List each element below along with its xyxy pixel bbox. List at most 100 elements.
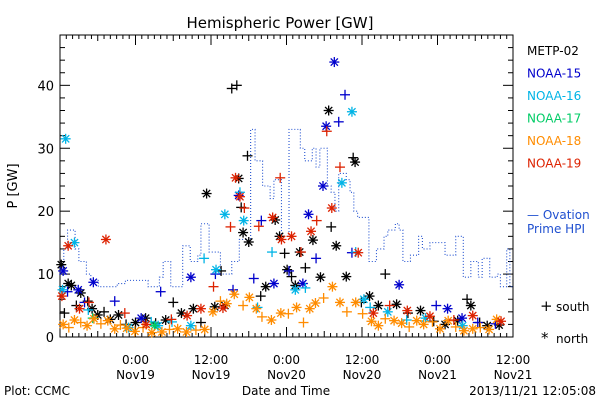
marker-stroke (137, 314, 146, 323)
marker-stroke (419, 320, 428, 329)
noaa-19-south-point (321, 126, 332, 137)
x-axis-label: Date and Time (242, 384, 330, 398)
noaa-18-south-point (357, 308, 368, 319)
noaa-18-north-point (411, 315, 422, 326)
noaa-15-north-point (442, 303, 453, 314)
legend-entry-metp-02: METP-02 (527, 44, 579, 58)
metp-02-north-point (323, 105, 334, 116)
marker-stroke (322, 122, 331, 131)
x-tick-date-label: Nov20 (267, 368, 306, 382)
noaa-15-north-point (317, 181, 328, 191)
marker-stroke (101, 235, 110, 244)
noaa-18-south-point (404, 321, 415, 332)
chart-title: Hemispheric Power [GW] (187, 14, 374, 32)
noaa-16-north-point (382, 306, 393, 317)
noaa-18-north-point (229, 289, 240, 300)
marker-stroke (64, 241, 73, 250)
noaa-18-north-point (396, 318, 407, 329)
noaa-18-north-point (156, 326, 167, 337)
noaa-16-south-point (401, 315, 412, 326)
noaa-19-north-point (141, 319, 152, 330)
noaa-19-north-point (234, 191, 245, 202)
noaa-15-south-point (248, 273, 259, 284)
noaa-18-north-point (373, 320, 384, 331)
marker-stroke (412, 316, 421, 325)
marker-stroke (208, 307, 217, 316)
noaa-18-north-point (458, 325, 469, 336)
noaa-18-south-point (63, 322, 74, 333)
marker-stroke (444, 316, 453, 325)
noaa-19-south-point (334, 162, 345, 173)
marker-stroke (245, 293, 254, 302)
metp-02-north-point (373, 300, 384, 311)
marker-stroke (435, 324, 445, 333)
marker-stroke (58, 285, 67, 294)
noaa-19-north-point (195, 303, 206, 314)
marker-stroke (292, 303, 301, 312)
marker-stroke (218, 303, 228, 313)
noaa-19-south-point (295, 247, 306, 258)
marker-stroke (287, 232, 296, 241)
x-tick-time-label: 0:00 (122, 353, 149, 367)
marker-stroke (239, 216, 248, 225)
metp-02-south-point (300, 262, 311, 273)
marker-stroke (298, 279, 307, 288)
noaa-19-south-point (208, 281, 219, 292)
noaa-18-north-point (443, 315, 454, 326)
noaa-19-south-point (253, 221, 264, 232)
y-axis-ticks: 0 10 20 30 40 (37, 34, 513, 346)
marker-stroke (196, 304, 205, 313)
y-tick-label: 20 (37, 205, 54, 220)
noaa-17-north-point (149, 320, 160, 331)
noaa-15-north-point (88, 277, 99, 288)
axes-frame (59, 34, 514, 338)
x-tick-date-label: Nov19 (192, 368, 231, 382)
noaa-19-north-point (496, 316, 507, 327)
ovation-legend-line1: — Ovation (527, 208, 590, 222)
noaa-19-north-point (217, 303, 228, 314)
marker-stroke (308, 236, 317, 245)
marker-stroke (328, 282, 337, 291)
noaa-18-north-point (172, 323, 183, 334)
south-marker-symbol: + (540, 297, 553, 315)
marker-stroke (142, 320, 151, 329)
noaa-16-north-point (219, 209, 230, 220)
noaa-18-north-point (88, 313, 99, 324)
x-tick-date-label: Nov20 (343, 368, 382, 382)
noaa-15-north-point (457, 313, 468, 324)
marker-stroke (252, 304, 261, 313)
noaa-16-north-point (336, 177, 347, 188)
noaa-15-south-point (340, 89, 351, 100)
legend-entry-noaa-18: NOAA-18 (527, 134, 581, 148)
noaa-18-north-point (366, 316, 377, 327)
noaa-15-north-point (394, 279, 405, 290)
x-tick-time-label: 12:00 (496, 353, 531, 367)
noaa-19-south-point (448, 315, 459, 326)
marker-stroke (459, 326, 468, 335)
marker-stroke (275, 232, 284, 241)
noaa-18-north-point (418, 319, 429, 330)
marker-stroke (82, 321, 92, 330)
noaa-16-south-point (267, 247, 278, 258)
marker-stroke (261, 282, 270, 291)
noaa-18-south-point (475, 322, 486, 333)
marker-stroke (365, 292, 374, 301)
noaa-19-north-point (306, 226, 317, 237)
marker-stroke (369, 309, 378, 318)
marker-stroke (306, 227, 316, 236)
south-marker-label: south (556, 300, 590, 314)
noaa-16-north-point (358, 294, 369, 305)
marker-stroke (147, 328, 156, 337)
noaa-19-north-point (267, 212, 278, 223)
noaa-18-north-point (146, 327, 157, 338)
plot-area-border (59, 34, 514, 338)
metp-02-south-point (226, 83, 237, 94)
noaa-16-north-point (346, 106, 357, 117)
marker-stroke (157, 327, 166, 337)
noaa-19-north-point (63, 240, 74, 251)
marker-stroke (59, 320, 68, 329)
noaa-19-north-point (182, 310, 193, 321)
legend-entry-noaa-16: NOAA-16 (527, 89, 581, 103)
noaa-15-south-point (472, 317, 483, 328)
metp-02-south-point (242, 150, 253, 161)
